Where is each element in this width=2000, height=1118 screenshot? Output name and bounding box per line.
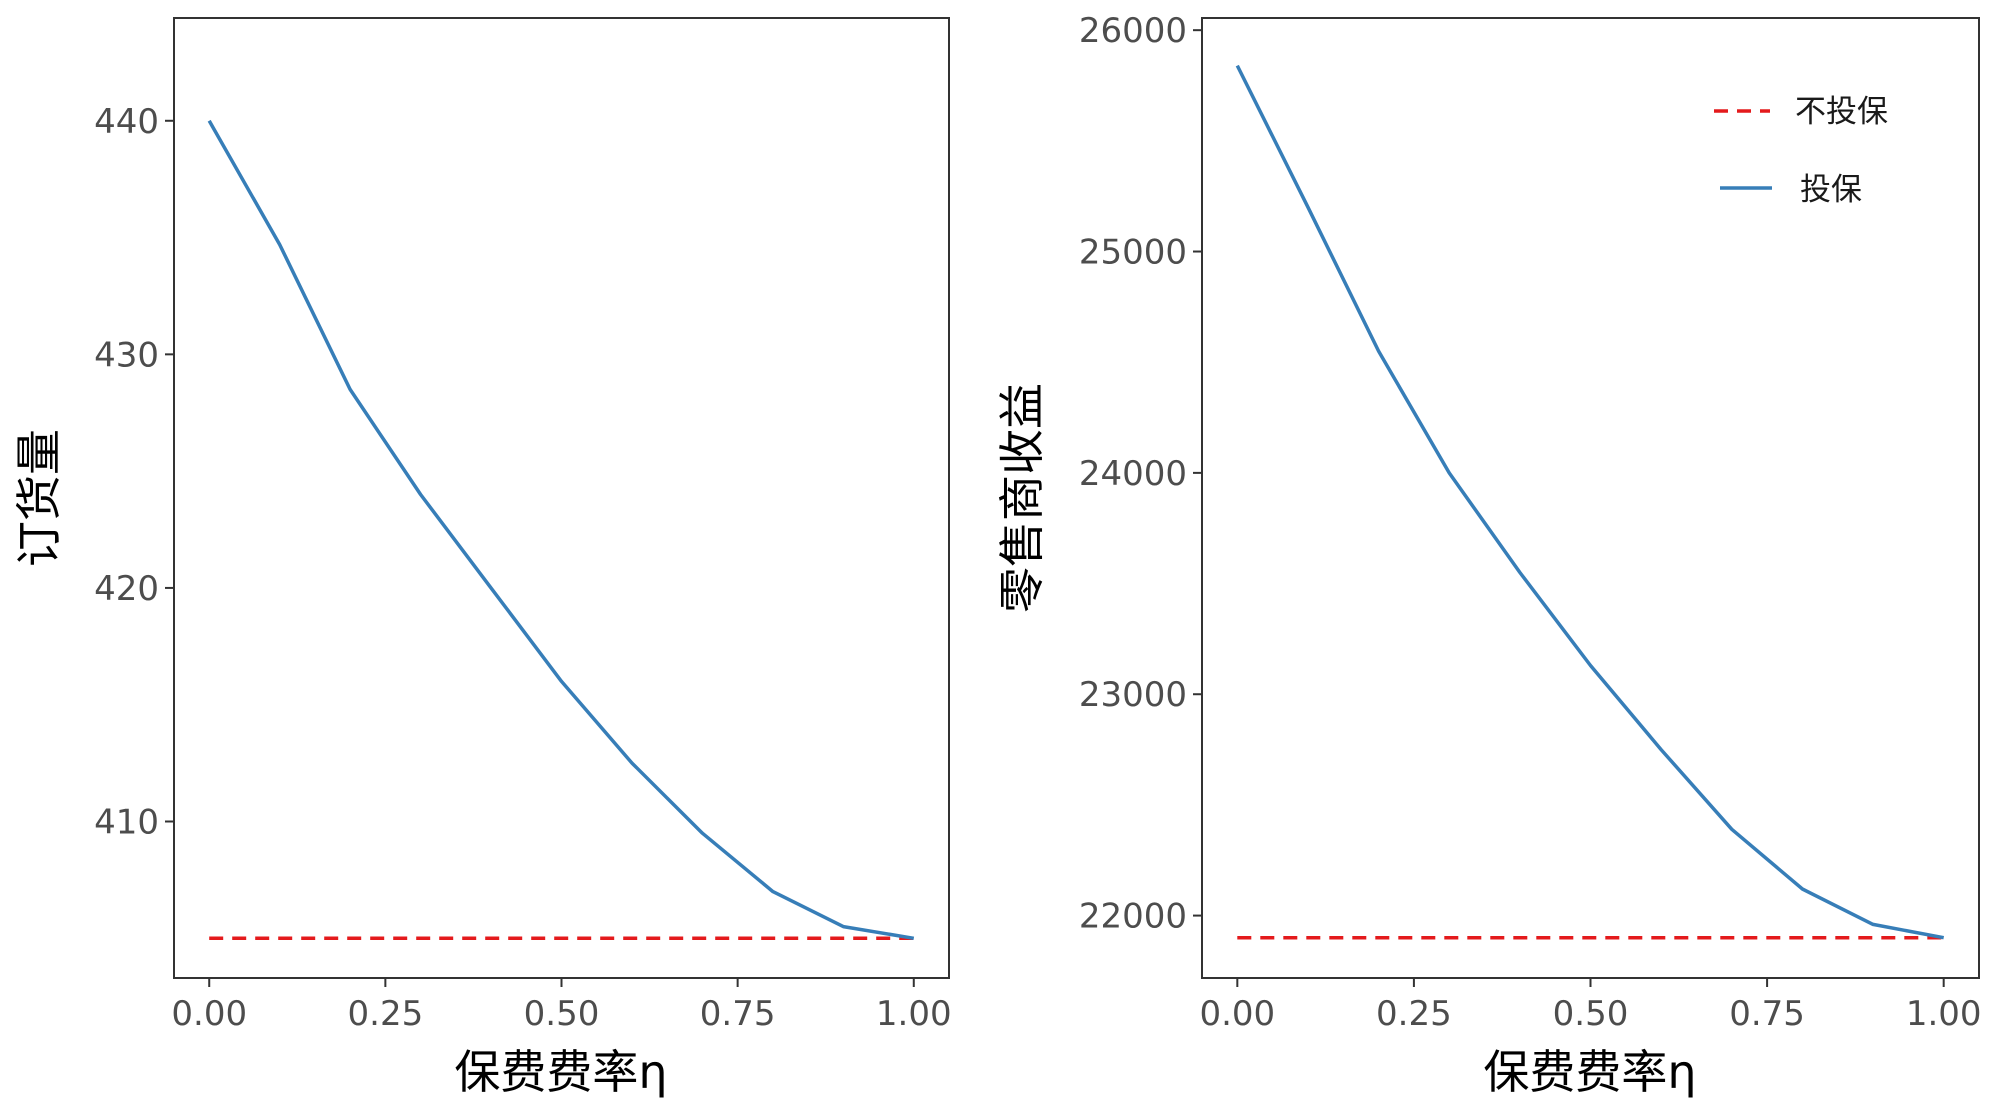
y-tick-label: 410 [94,803,159,843]
y-axis: 410 420 430 440 [94,102,174,843]
x-axis: 0.00 0.25 0.50 0.75 1.00 [1199,978,1982,1034]
legend: 不投保 投保 [1714,94,1888,208]
x-tick-label: 1.00 [876,994,952,1034]
y-axis-title: 零售商收益 [995,383,1049,613]
x-tick-label: 0.50 [524,994,600,1034]
legend-label-no-insurance: 不投保 [1795,94,1888,130]
y-tick-label: 24000 [1079,454,1187,494]
y-tick-label: 25000 [1079,233,1187,273]
series-line-insurance [1235,64,1945,940]
y-tick-label: 22000 [1079,897,1187,937]
plot-marks [1235,64,1945,940]
y-tick-label: 430 [94,335,159,375]
y-tick-label: 440 [94,102,159,142]
plot-marks [207,119,915,941]
x-tick-label: 0.25 [348,994,424,1034]
legend-label-insurance: 投保 [1800,172,1862,208]
y-axis-title: 订货量 [12,429,66,567]
x-tick-label: 0.25 [1376,994,1452,1034]
x-axis-title: 保费费率η [1483,1045,1696,1099]
x-axis-title: 保费费率η [454,1045,667,1099]
x-tick-label: 0.00 [171,994,247,1034]
y-tick-label: 420 [94,569,159,609]
y-axis: 22000 23000 24000 25000 26000 [1079,11,1202,937]
series-line-insurance [207,119,915,941]
y-tick-label: 23000 [1079,675,1187,715]
x-tick-label: 0.00 [1199,994,1275,1034]
x-axis: 0.00 0.25 0.50 0.75 1.00 [171,978,952,1034]
x-tick-label: 0.75 [700,994,776,1034]
y-tick-label: 26000 [1079,11,1187,51]
x-tick-label: 1.00 [1906,994,1982,1034]
retailer-profit-panel: 0.00 0.25 0.50 0.75 1.00 22000 23000 24000 2500… [995,11,1982,1099]
x-tick-label: 0.75 [1729,994,1805,1034]
x-tick-label: 0.50 [1553,994,1629,1034]
